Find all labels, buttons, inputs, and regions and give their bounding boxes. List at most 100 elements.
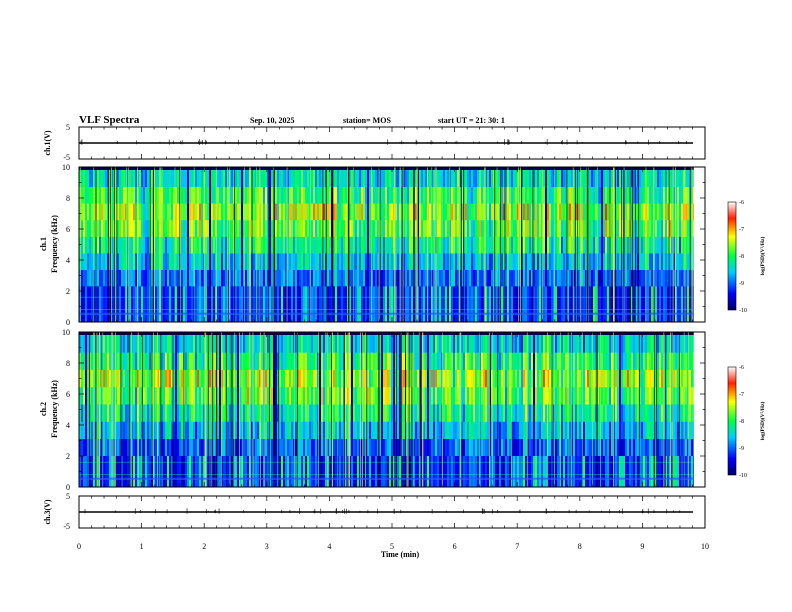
ch1-spectrogram-cell xyxy=(485,219,488,237)
ch1-spectrogram-cell xyxy=(575,170,578,188)
ch1-spectrogram-cell xyxy=(307,286,310,322)
ch1-spectrogram-cell xyxy=(663,170,666,188)
ch1-spectrogram-cell xyxy=(97,170,100,188)
ch1-spectrogram-cell xyxy=(429,236,432,254)
ch1-spectrogram-cell xyxy=(135,286,138,322)
ch1-spectrogram-cell xyxy=(497,253,500,271)
ch2-spectrogram-cell xyxy=(401,335,404,353)
ch2-spectrogram-cell xyxy=(181,404,184,422)
ch1-spectrogram-cell xyxy=(91,167,94,171)
ch1-spectrogram-cell xyxy=(201,286,204,322)
ch1-spectrogram-cell xyxy=(477,236,480,254)
ch2-spectrogram-cell xyxy=(279,438,282,457)
ch1-spectrogram-cell xyxy=(125,253,128,271)
ch2-spectrogram-cell xyxy=(209,352,212,370)
ch1-spectrogram-cell xyxy=(657,286,660,322)
ch2-spectrogram-cell xyxy=(455,352,458,370)
ch1-spectrogram-cell xyxy=(485,186,488,204)
ch2-spectrogram-image xyxy=(79,332,705,487)
ch1-spectrogram-cell xyxy=(383,203,386,221)
ch1-spectrogram-cell xyxy=(99,219,102,237)
ch1-spectrogram-cell xyxy=(421,236,424,254)
ch2-spectrogram-cell xyxy=(375,332,378,336)
ch1-spectrogram-cell xyxy=(527,203,530,221)
ch2-spectrogram-cell xyxy=(189,438,192,457)
ch1-spectrogram-cell xyxy=(561,219,564,237)
ch1-spectrogram-cell xyxy=(549,269,552,287)
ch1-spectrogram-cell xyxy=(513,219,516,237)
ch1-spectrogram-cell xyxy=(297,269,300,287)
ch2-spectrogram-cell xyxy=(295,332,298,336)
ch2-spectrogram-cell xyxy=(389,352,392,370)
ch2-spectrogram-cell xyxy=(377,438,380,457)
ch1-spectrogram-cell xyxy=(665,269,668,287)
ch2-spectrogram-cell xyxy=(397,352,400,370)
ch2-spectrogram-cell xyxy=(395,352,398,370)
ch1-spectrogram-cell xyxy=(249,236,252,254)
ch1-spectrogram-cell xyxy=(553,236,556,254)
ch1-spectrogram-cell xyxy=(177,253,180,271)
ch1-spectrogram-cell xyxy=(585,236,588,254)
ch1-spectrogram-cell xyxy=(319,203,322,221)
ch2-spectrogram-cell xyxy=(457,352,460,370)
ch1-spectrogram-cell xyxy=(603,186,606,204)
ch2-spectrogram-cell xyxy=(295,352,298,370)
ch1-spectrogram-cell xyxy=(131,203,134,221)
ch1-spectrogram-cell xyxy=(121,170,124,188)
ch1-spectrogram-cell xyxy=(357,186,360,204)
ch2-spectrogram-cell xyxy=(171,332,174,336)
ch1-spectrogram-cell xyxy=(671,167,674,171)
ch2-spectrogram-cell xyxy=(375,438,378,457)
ch1-spectrogram-cell xyxy=(415,286,418,322)
ch2-spectrogram-cell xyxy=(305,456,308,487)
ch2-spectrogram-cell xyxy=(399,421,402,440)
ch1-spectrogram-cell xyxy=(457,236,460,254)
ch2-spectrogram-cell xyxy=(339,404,342,422)
ch1-spectrogram-cell xyxy=(123,286,126,322)
ch1-spectrogram-cell xyxy=(201,253,204,271)
ch1-spectrogram-cell xyxy=(607,170,610,188)
ch1-spectrogram-cell xyxy=(445,269,448,287)
ch1-spectrogram-cell xyxy=(119,269,122,287)
ch2-spectrogram-cell xyxy=(391,335,394,353)
ch1-spectrogram-cell xyxy=(83,269,86,287)
ch1-spectrogram-cell xyxy=(595,286,598,322)
ch2-spectrogram-cell xyxy=(519,335,522,353)
ch1-spectrogram-cell xyxy=(443,170,446,188)
ch2-spectrogram-cell xyxy=(415,438,418,457)
ch1-spectrogram-cell xyxy=(133,170,136,188)
ch2-spectrogram-cell xyxy=(395,421,398,440)
ch2-spectrogram-cell xyxy=(253,335,256,353)
ch1-spectrogram-cell xyxy=(171,167,174,171)
ch1-spectrogram-cell xyxy=(205,236,208,254)
ch2-spectrogram-cell xyxy=(365,335,368,353)
ch1-spectrogram-cell xyxy=(243,253,246,271)
ch1-spectrogram-cell xyxy=(345,253,348,271)
ch1-spectrogram-cell xyxy=(665,286,668,322)
ch2-spectrogram-cell xyxy=(387,369,390,388)
ch1-spectrogram-cell xyxy=(173,170,176,188)
ch2-spectrogram-cell xyxy=(329,352,332,370)
ch2-spectrogram-cell xyxy=(177,404,180,422)
ch2-spectrogram-cell xyxy=(473,456,476,487)
ch1-spectrogram-cell xyxy=(383,170,386,188)
ch1-voltage-tick-top: 5 xyxy=(66,123,70,132)
ch2-spectrogram-cell xyxy=(163,332,166,336)
ch2-spectrogram-cell xyxy=(499,456,502,487)
ch2-spectrogram-cell xyxy=(319,438,322,457)
ch1-spectrogram-cell xyxy=(631,236,634,254)
ch2-spectrogram-cell xyxy=(133,438,136,457)
ch2-spectrogram-cell xyxy=(403,369,406,388)
ch2-spectrogram-cell xyxy=(311,456,314,487)
ch1-spectrogram-cell xyxy=(593,203,596,221)
ch2-spectrogram-cell xyxy=(307,456,310,487)
ch1-spectrogram-cell xyxy=(97,253,100,271)
ch1-spectrogram-cell xyxy=(329,253,332,271)
ch1-spectrogram-cell xyxy=(91,286,94,322)
ch1-spectrogram-cell xyxy=(329,269,332,287)
ch1-spectrogram-cell xyxy=(601,167,604,171)
ch1-spectrogram-cell xyxy=(675,286,678,322)
ch1-spectrogram-cell xyxy=(327,219,330,237)
ch1-spectrogram-cell xyxy=(81,253,84,271)
ch2-spectrogram-cell xyxy=(87,386,90,405)
